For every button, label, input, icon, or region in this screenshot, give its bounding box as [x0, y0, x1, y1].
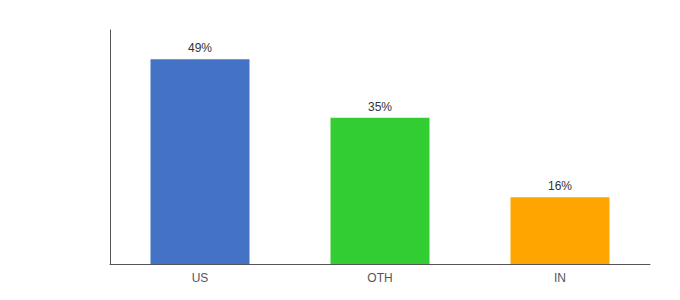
svg-text:OTH: OTH [367, 271, 392, 285]
svg-text:US: US [192, 271, 209, 285]
svg-text:49%: 49% [188, 41, 212, 55]
svg-text:IN: IN [554, 271, 566, 285]
svg-text:35%: 35% [368, 100, 392, 114]
svg-text:16%: 16% [548, 179, 572, 193]
